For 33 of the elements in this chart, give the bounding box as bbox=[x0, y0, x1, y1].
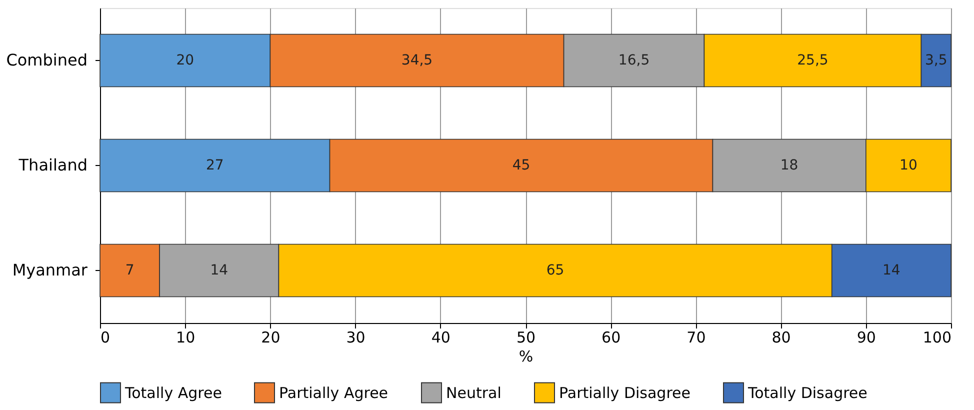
x-tick-label: 90 bbox=[856, 328, 876, 346]
data-label: 65 bbox=[546, 262, 564, 278]
data-label: 10 bbox=[900, 158, 918, 174]
data-label: 34,5 bbox=[401, 52, 433, 68]
data-label: 27 bbox=[206, 158, 224, 174]
x-tick-label: 100 bbox=[922, 328, 952, 346]
y-tick-label: Combined bbox=[6, 50, 88, 70]
data-label: 25,5 bbox=[797, 52, 828, 68]
data-label: 7 bbox=[125, 262, 134, 278]
data-label: 16,5 bbox=[618, 52, 650, 68]
legend-label: Totally Agree bbox=[124, 384, 222, 402]
legend-label: Neutral bbox=[446, 384, 502, 402]
x-tick-label: 80 bbox=[772, 328, 791, 346]
x-tick-label: 0 bbox=[100, 328, 110, 346]
data-label: 3,5 bbox=[924, 52, 948, 68]
x-tick-label: 40 bbox=[431, 328, 450, 346]
data-label: 14 bbox=[882, 262, 900, 278]
x-axis-title: % bbox=[518, 348, 534, 366]
x-tick-label: 50 bbox=[516, 328, 536, 346]
x-tick-label: 60 bbox=[602, 328, 621, 346]
data-label: 45 bbox=[512, 158, 530, 174]
x-tick-label: 20 bbox=[261, 328, 280, 346]
y-tick-label: Myanmar bbox=[12, 260, 88, 280]
data-label: 14 bbox=[210, 262, 228, 278]
legend-label: Totally Disagree bbox=[747, 384, 868, 402]
x-tick-label: 70 bbox=[686, 328, 706, 346]
y-tick-label: Thailand bbox=[18, 156, 88, 174]
x-tick-label: 30 bbox=[346, 328, 366, 346]
x-tick-label: 10 bbox=[176, 328, 196, 346]
data-label: 20 bbox=[176, 52, 194, 68]
legend-label: Partially Agree bbox=[279, 384, 388, 402]
data-label: 18 bbox=[780, 158, 798, 174]
legend-label: Partially Disagree bbox=[559, 384, 690, 402]
